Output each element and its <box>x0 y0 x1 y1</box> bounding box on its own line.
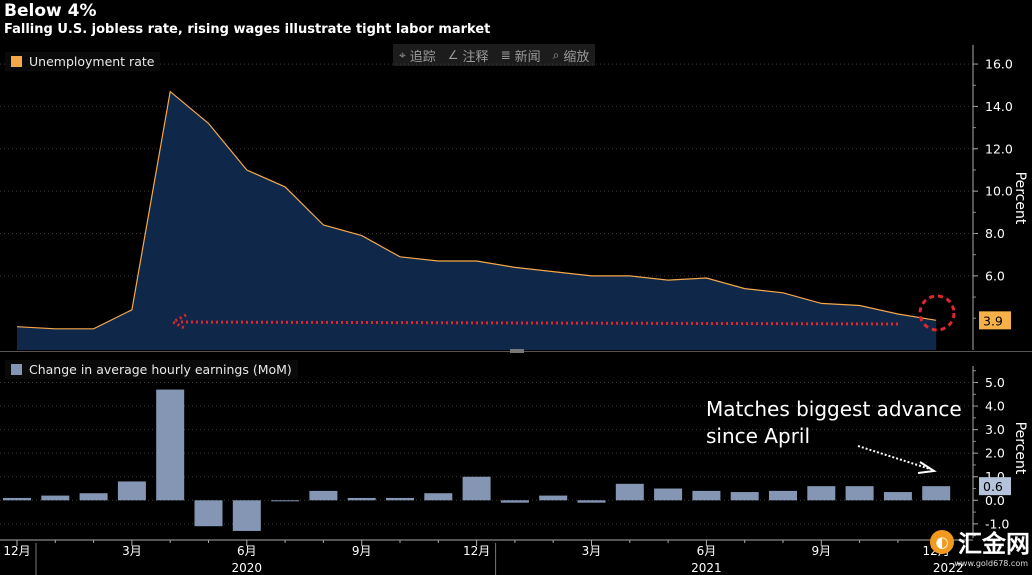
earnings-bar <box>807 486 836 501</box>
earnings-bar <box>3 497 31 501</box>
crosshair-icon: ⌖ <box>399 47 406 62</box>
zoom-icon: ⌕ <box>552 47 560 62</box>
top-tick-label: 14.0 <box>985 99 1013 114</box>
earnings-bar <box>117 481 146 501</box>
watermark-logo-icon: ◐ <box>930 529 954 554</box>
earnings-bar <box>424 493 453 501</box>
x-month-label: 6月 <box>237 544 257 558</box>
legend-earnings-label: Change in average hourly earnings (MoM) <box>29 362 292 377</box>
earnings-bar <box>615 483 644 501</box>
chart-title: Below 4% <box>4 1 97 21</box>
track-button[interactable]: ⌖ 追踪 <box>393 46 442 65</box>
watermark-url: www.gold678.com <box>954 559 1028 568</box>
annotate-label: 注释 <box>462 49 489 65</box>
annotate-button[interactable]: ∠ 注释 <box>442 46 495 65</box>
legend-earnings[interactable]: Change in average hourly earnings (MoM) <box>5 360 298 379</box>
x-year-label: 2020 <box>232 561 263 575</box>
unemployment-swatch <box>11 56 22 67</box>
bottom-tick-label: 2.0 <box>985 446 1005 461</box>
earnings-bar <box>232 500 261 531</box>
legend-unemployment[interactable]: Unemployment rate <box>5 52 161 71</box>
x-month-label: 3月 <box>582 544 602 558</box>
return-arrow-line <box>177 320 899 326</box>
earnings-bar <box>271 500 300 502</box>
earnings-swatch <box>11 364 22 375</box>
earnings-bar <box>845 486 874 501</box>
earnings-bar <box>79 493 108 501</box>
unemployment-line <box>16 90 937 330</box>
chart-toolbar: ⌖ 追踪 ∠ 注释 ≣ 新闻 ⌕ 缩放 <box>393 44 596 66</box>
bottom-tick-label: 0.0 <box>985 493 1005 508</box>
earnings-bar <box>386 497 414 501</box>
earnings-value-text: 0.6 <box>983 479 1003 494</box>
earnings-bar <box>194 500 223 527</box>
top-y-axis-title: Percent <box>1012 172 1028 225</box>
top-y-axis: 6.0 8.0 10.0 12.0 14.0 16.0 Percent <box>972 45 1028 350</box>
earnings-bar <box>730 492 759 501</box>
x-month-label: 9月 <box>811 544 831 558</box>
earnings-bar <box>692 490 721 501</box>
earnings-bars <box>3 389 951 531</box>
unemployment-area-fill <box>17 91 937 350</box>
annotation-line-1: Matches biggest advance <box>706 397 962 421</box>
earnings-value-badge <box>979 477 1011 496</box>
earnings-bar <box>462 476 491 501</box>
pencil-icon: ∠ <box>447 48 459 62</box>
x-month-label: 12月 <box>463 544 490 558</box>
earnings-bar <box>156 389 185 501</box>
x-year-label: 2022 <box>933 561 964 575</box>
annotation-arrow-head <box>917 461 937 474</box>
news-label: 新闻 <box>514 49 541 65</box>
news-icon: ≣ <box>500 48 511 62</box>
x-axis: 12月3月6月9月12月3月6月9月12月202020212022 <box>0 539 973 575</box>
bottom-y-axis-title: Percent <box>1012 422 1028 475</box>
earnings-bar <box>769 490 797 501</box>
bottom-tick-label: 5.0 <box>985 375 1005 390</box>
earnings-bar <box>654 488 683 501</box>
earnings-bar <box>347 497 376 501</box>
top-tick-label: 6.0 <box>985 268 1005 283</box>
earnings-bar <box>41 495 70 501</box>
earnings-bar <box>539 495 568 501</box>
x-year-label: 2021 <box>691 561 722 575</box>
bottom-tick-label: 4.0 <box>985 399 1005 414</box>
news-button[interactable]: ≣ 新闻 <box>495 46 547 65</box>
legend-unemployment-label: Unemployment rate <box>29 54 155 69</box>
top-tick-label: 10.0 <box>985 184 1013 199</box>
bottom-tick-label: -1.0 <box>985 516 1009 531</box>
watermark: ◐ 汇金网 <box>930 524 1030 559</box>
zoom-button[interactable]: ⌕ 缩放 <box>547 46 596 65</box>
earnings-bar <box>309 490 338 501</box>
watermark-text: 汇金网 <box>958 530 1030 558</box>
unemployment-value-text: 3.9 <box>983 313 1003 328</box>
bottom-tick-label: 3.0 <box>985 422 1005 437</box>
earnings-bar <box>922 486 951 501</box>
earnings-bar <box>883 492 912 501</box>
unemployment-value-badge <box>979 311 1011 330</box>
x-month-label: 6月 <box>697 544 717 558</box>
x-month-label: 12月 <box>3 544 30 558</box>
x-month-label: 3月 <box>122 544 142 558</box>
annotation-line-2: since April <box>706 424 810 448</box>
chart-subtitle: Falling U.S. jobless rate, rising wages … <box>4 22 491 37</box>
top-tick-label: 12.0 <box>985 141 1013 156</box>
panel-divider-handle[interactable] <box>510 349 524 353</box>
track-label: 追踪 <box>409 49 436 65</box>
annotation-arrow-line <box>857 445 931 470</box>
x-month-label: 9月 <box>352 544 372 558</box>
zoom-label: 缩放 <box>563 49 590 65</box>
latest-value-highlight <box>918 294 956 332</box>
earnings-annotation: Matches biggest advance since April <box>706 397 962 448</box>
earnings-bar <box>500 500 529 503</box>
top-tick-label: 8.0 <box>985 226 1005 241</box>
earnings-bar <box>577 500 606 503</box>
top-tick-label: 16.0 <box>985 57 1013 72</box>
